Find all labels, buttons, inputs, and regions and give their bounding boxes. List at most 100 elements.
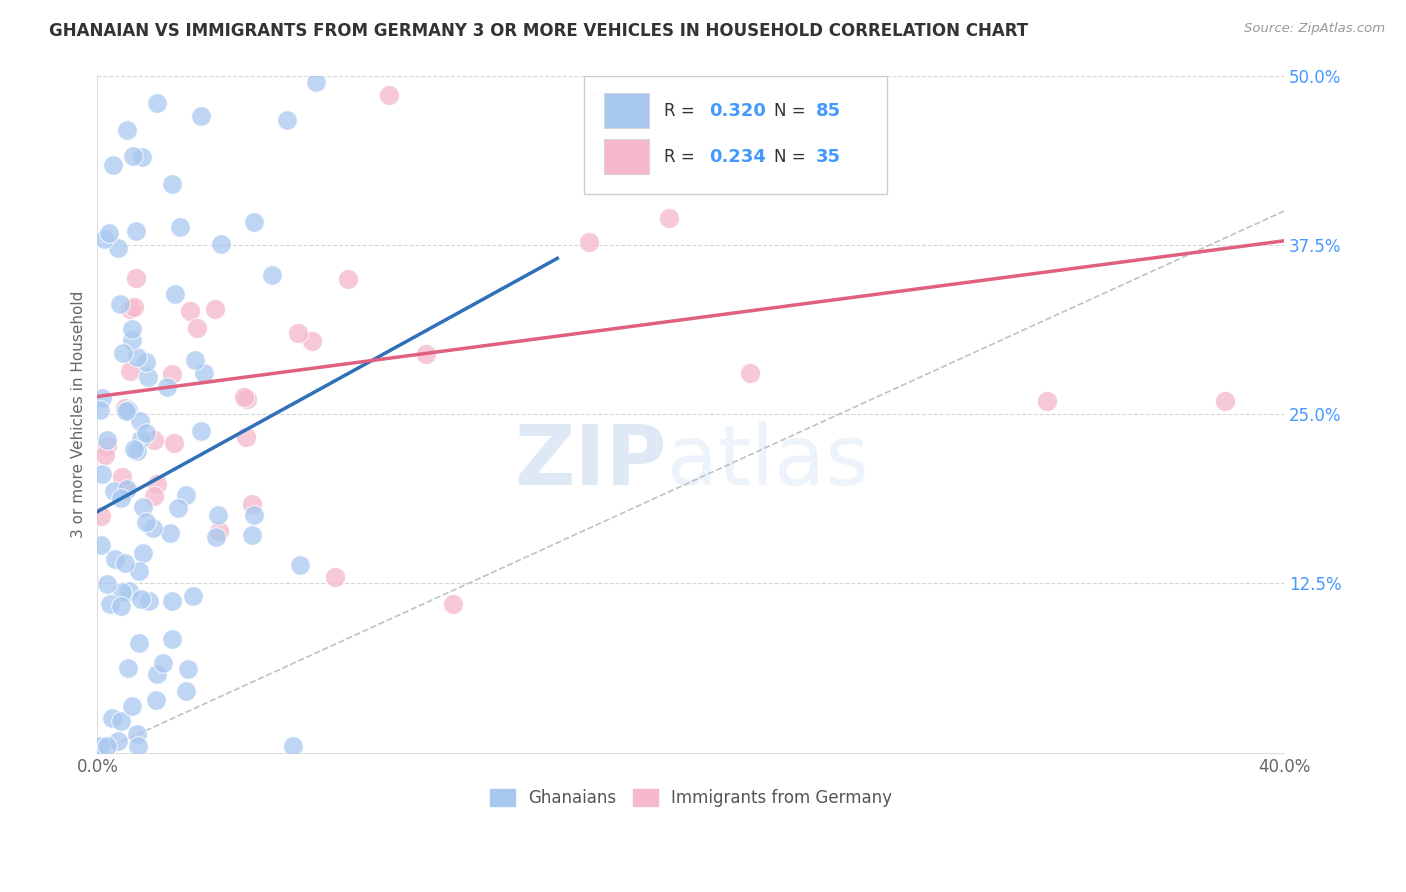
FancyBboxPatch shape xyxy=(605,138,650,174)
Point xyxy=(287,326,309,341)
Point xyxy=(135,355,157,369)
Text: 0.234: 0.234 xyxy=(709,148,765,166)
Point xyxy=(193,366,215,380)
Text: R =: R = xyxy=(664,148,700,166)
Point xyxy=(125,224,148,238)
Point xyxy=(235,430,257,444)
Point xyxy=(91,391,114,405)
Point xyxy=(96,433,118,447)
Point xyxy=(146,666,169,681)
Point xyxy=(107,733,129,747)
Point xyxy=(94,448,117,462)
Point xyxy=(378,87,401,102)
Point xyxy=(232,390,254,404)
Point xyxy=(117,661,139,675)
Point xyxy=(114,483,136,497)
Point xyxy=(127,739,149,753)
Point xyxy=(128,414,150,428)
Point xyxy=(183,352,205,367)
Point xyxy=(174,684,197,698)
Point xyxy=(177,662,200,676)
Point xyxy=(129,592,152,607)
Point xyxy=(121,698,143,713)
Point xyxy=(101,159,124,173)
Point xyxy=(98,597,121,611)
Point xyxy=(209,237,232,252)
Text: 35: 35 xyxy=(815,148,841,166)
Point xyxy=(160,367,183,381)
Point xyxy=(90,467,112,481)
Point xyxy=(121,333,143,347)
Point xyxy=(98,226,121,240)
Y-axis label: 3 or more Vehicles in Household: 3 or more Vehicles in Household xyxy=(72,291,86,538)
Point xyxy=(117,403,139,417)
Point xyxy=(96,439,118,453)
FancyBboxPatch shape xyxy=(583,76,887,194)
Point xyxy=(305,75,328,89)
Point xyxy=(179,304,201,318)
Point xyxy=(131,432,153,446)
Point xyxy=(115,122,138,136)
Point xyxy=(142,520,165,534)
Point xyxy=(89,739,111,753)
Point xyxy=(262,268,284,283)
Point xyxy=(159,526,181,541)
Point xyxy=(142,489,165,503)
Text: atlas: atlas xyxy=(666,421,869,502)
Point xyxy=(145,477,167,491)
Point xyxy=(169,220,191,235)
Text: 85: 85 xyxy=(815,102,841,120)
Point xyxy=(111,346,134,360)
Point xyxy=(281,739,304,753)
Point xyxy=(120,364,142,378)
Point xyxy=(122,300,145,314)
Point xyxy=(89,403,111,417)
Point xyxy=(181,589,204,603)
Point xyxy=(111,584,134,599)
Point xyxy=(163,436,186,450)
Legend: Ghanaians, Immigrants from Germany: Ghanaians, Immigrants from Germany xyxy=(482,782,898,814)
Point xyxy=(658,211,681,225)
Point xyxy=(443,597,465,611)
Point xyxy=(122,149,145,163)
Point xyxy=(205,530,228,544)
Point xyxy=(110,599,132,614)
Point xyxy=(243,508,266,522)
Point xyxy=(108,296,131,310)
Text: Source: ZipAtlas.com: Source: ZipAtlas.com xyxy=(1244,22,1385,36)
Point xyxy=(152,656,174,670)
Point xyxy=(118,584,141,599)
Point xyxy=(107,241,129,255)
Point xyxy=(578,235,600,250)
Point xyxy=(128,564,150,578)
FancyBboxPatch shape xyxy=(605,93,650,128)
Point xyxy=(145,95,167,110)
Point xyxy=(125,271,148,285)
Point xyxy=(204,302,226,317)
Point xyxy=(131,500,153,515)
Text: N =: N = xyxy=(773,148,811,166)
Point xyxy=(127,444,149,458)
Point xyxy=(1036,393,1059,408)
Point xyxy=(174,488,197,502)
Point xyxy=(136,370,159,384)
Text: N =: N = xyxy=(773,102,811,120)
Point xyxy=(125,350,148,364)
Point xyxy=(110,491,132,506)
Point xyxy=(190,424,212,438)
Point xyxy=(165,287,187,301)
Point xyxy=(110,714,132,728)
Point xyxy=(104,551,127,566)
Point xyxy=(208,524,231,538)
Point xyxy=(323,569,346,583)
Point xyxy=(276,113,298,128)
Point xyxy=(125,727,148,741)
Point xyxy=(740,367,762,381)
Point xyxy=(128,636,150,650)
Point xyxy=(132,546,155,560)
Point xyxy=(337,272,360,286)
Point xyxy=(207,508,229,523)
Point xyxy=(115,482,138,496)
Point xyxy=(135,425,157,440)
Point xyxy=(114,404,136,418)
